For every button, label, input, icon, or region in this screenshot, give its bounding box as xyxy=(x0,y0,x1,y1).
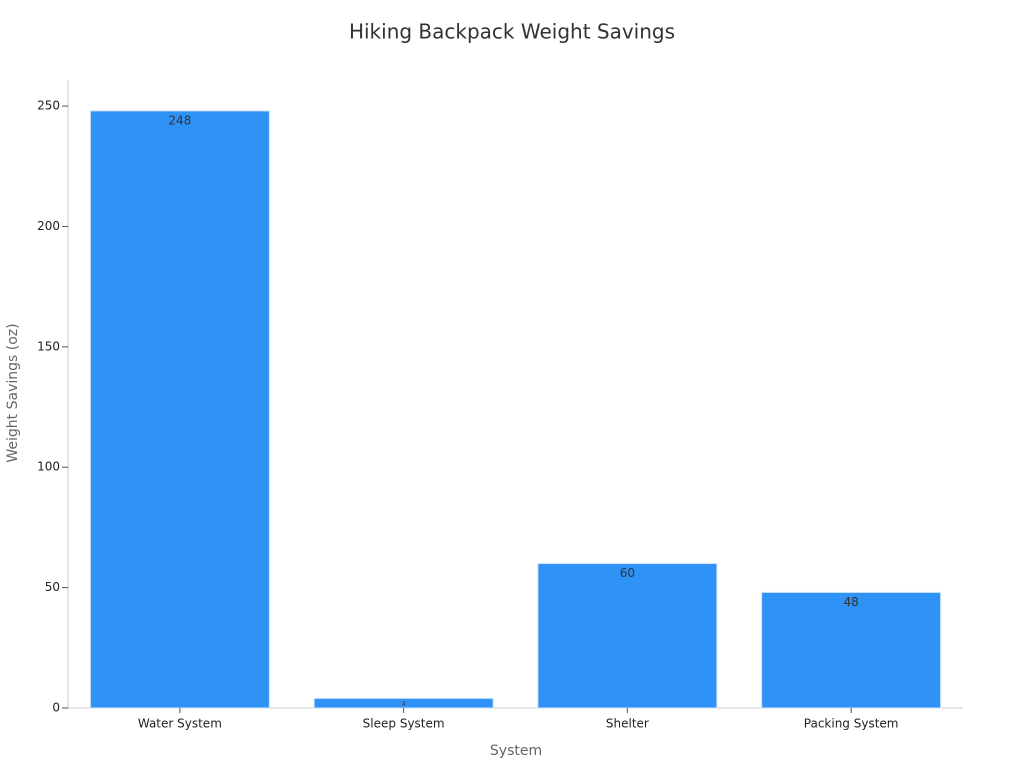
y-tick-label: 50 xyxy=(45,580,60,594)
x-axis-title: System xyxy=(490,743,542,759)
bar xyxy=(537,563,718,709)
y-tick-label: 150 xyxy=(37,339,60,353)
bar xyxy=(761,591,942,709)
x-tick-label: Sleep System xyxy=(363,717,445,731)
bar xyxy=(89,110,270,709)
y-tick-label: 100 xyxy=(37,460,60,474)
y-tick-label: 0 xyxy=(52,701,60,715)
x-tick-label: Shelter xyxy=(606,717,649,731)
chart-title: Hiking Backpack Weight Savings xyxy=(349,20,675,44)
value-label: 4 xyxy=(402,701,406,708)
y-tick-label: 200 xyxy=(37,219,60,233)
y-tick-label: 250 xyxy=(37,99,60,113)
value-label: 48 xyxy=(843,595,858,609)
x-tick-label: Water System xyxy=(138,717,222,731)
value-label: 248 xyxy=(168,113,191,127)
x-tick-label: Packing System xyxy=(804,717,899,731)
y-axis-title: Weight Savings (oz) xyxy=(5,323,21,462)
value-label: 60 xyxy=(620,566,635,580)
